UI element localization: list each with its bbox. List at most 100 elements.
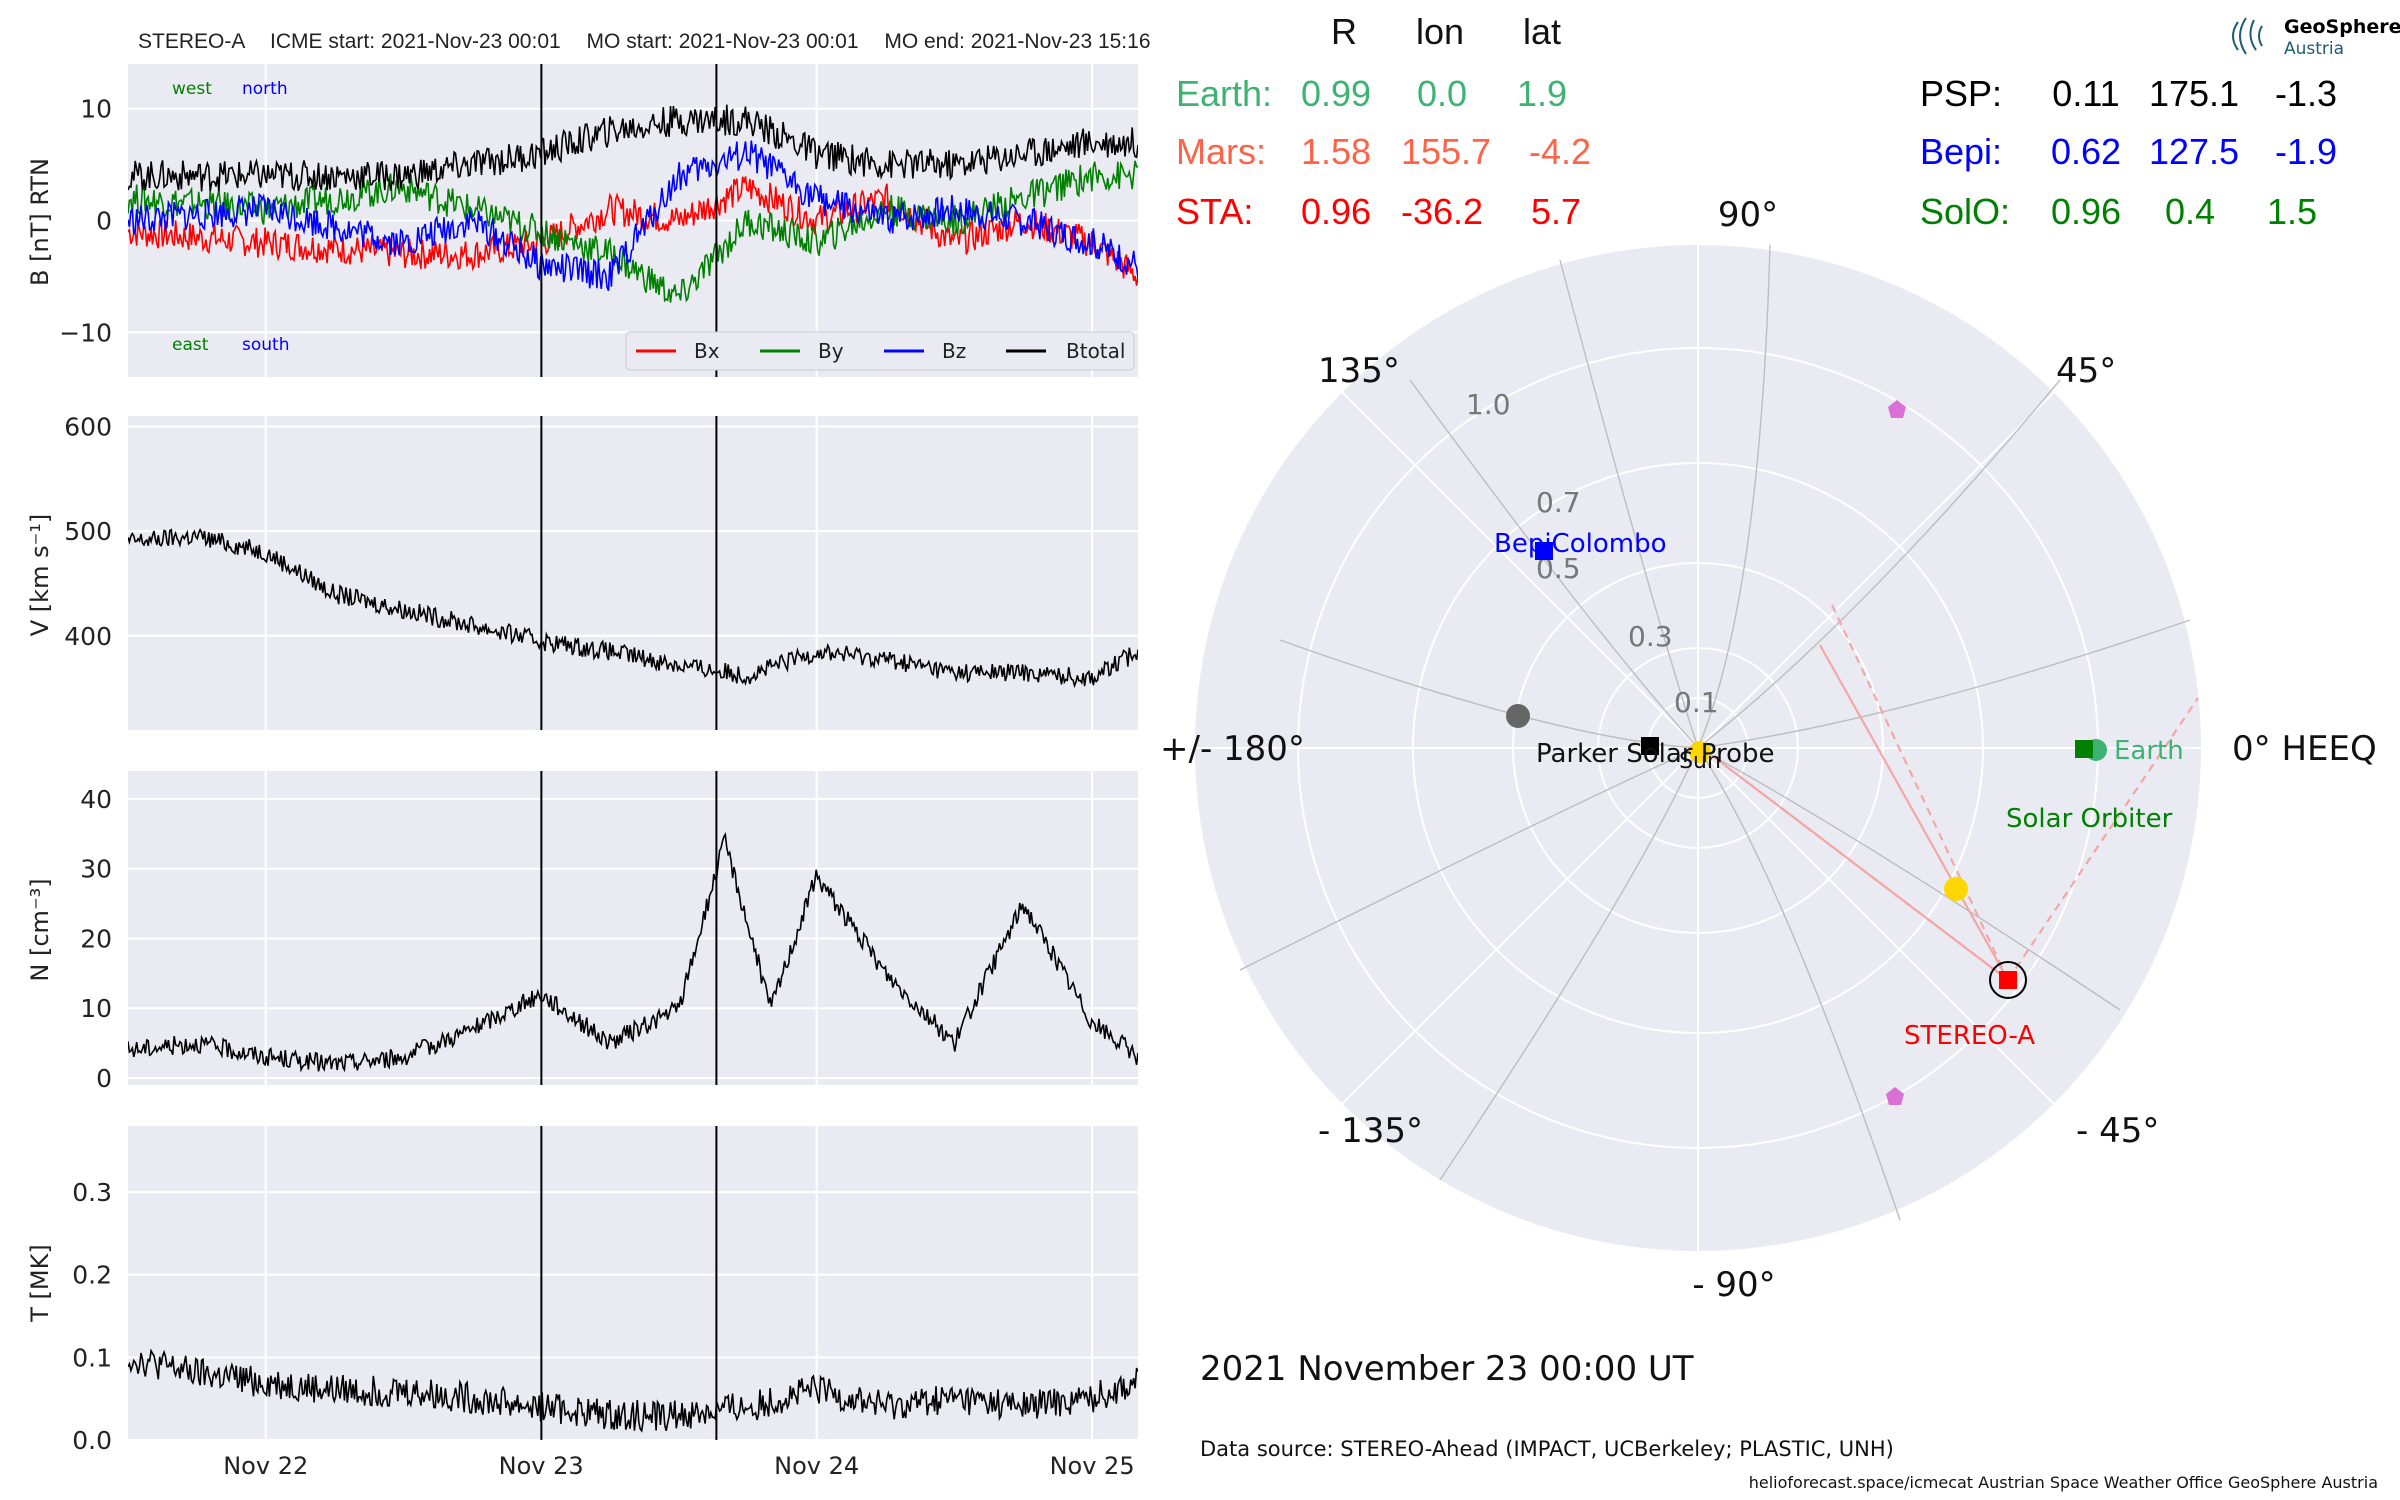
ytick-label-panel0: −10 xyxy=(59,318,112,347)
angle-label-45: 45° xyxy=(2056,351,2116,391)
row-psp-lat: -1.3 xyxy=(2275,73,2337,114)
row-earth-r: 0.99 xyxy=(1301,73,1371,114)
ytick-label-panel2: 0 xyxy=(96,1064,112,1093)
row-sta-lat: 5.7 xyxy=(1531,191,1581,232)
v-axis-label: V [km s⁻¹] xyxy=(26,514,54,636)
parker-solar-probe-marker xyxy=(1641,737,1659,755)
series-line-panel0-By xyxy=(128,160,1138,303)
row-sta-lon: -36.2 xyxy=(1401,191,1483,232)
ytick-label-panel0: 0 xyxy=(96,207,112,236)
row-mars-r: 1.58 xyxy=(1301,131,1371,172)
earth-label: Earth xyxy=(2114,736,2184,766)
mo-end-label: MO end: 2021-Nov-23 15:16 xyxy=(884,30,1150,53)
ytick-label-panel3: 0.0 xyxy=(72,1426,112,1455)
ytick-label-panel3: 0.2 xyxy=(72,1261,112,1290)
bepicolombo-marker xyxy=(1535,542,1553,560)
angle-label-minus90: - 90° xyxy=(1692,1265,1775,1305)
series-line-panel0-Bx xyxy=(128,176,1138,286)
series-line-panel0-Btotal xyxy=(128,104,1138,192)
polar-position-plot: 90° 45° 0° HEEQ - 45° - 90° - 135° +/- 1… xyxy=(1160,195,2377,1305)
west-label: west xyxy=(172,79,212,99)
header-lon: lon xyxy=(1416,11,1464,52)
pink-marker-upper xyxy=(1888,400,1906,418)
row-psp-label: PSP: xyxy=(1920,73,2002,114)
ytick-label-panel2: 20 xyxy=(80,924,112,953)
angle-label-90: 90° xyxy=(1718,195,1778,235)
legend-btotal: Btotal xyxy=(1066,339,1125,363)
row-bepi-label: Bepi: xyxy=(1920,131,2002,172)
radial-grid xyxy=(1195,245,2201,1251)
xtick-label: Nov 23 xyxy=(499,1452,584,1480)
geosphere-logo: GeoSphere Austria xyxy=(2232,16,2400,59)
row-psp-r: 0.11 xyxy=(2052,73,2119,114)
north-label: north xyxy=(242,79,288,99)
footer-credits: helioforecast.space/icmecat Austrian Spa… xyxy=(1749,1473,2378,1492)
row-earth-lon: 0.0 xyxy=(1417,73,1467,114)
ytick-label-panel2: 30 xyxy=(80,855,112,884)
radial-label-0-1: 0.1 xyxy=(1674,686,1719,719)
series-line-panel0-Bz xyxy=(128,140,1138,291)
angle-label-0: 0° HEEQ xyxy=(2232,729,2377,769)
radial-label-0-3: 0.3 xyxy=(1628,620,1673,653)
stereo-a-label: STEREO-A xyxy=(1904,1021,2035,1051)
row-solo-lat: 1.5 xyxy=(2267,191,2317,232)
ytick-label-panel1: 500 xyxy=(64,517,112,546)
row-bepi-r: 0.62 xyxy=(2051,131,2121,172)
east-label: east xyxy=(172,335,209,355)
row-earth-label: Earth: xyxy=(1176,73,1272,114)
row-earth-lat: 1.9 xyxy=(1517,73,1567,114)
row-mars-lon: 155.7 xyxy=(1401,131,1491,172)
sun-marker xyxy=(1689,741,1711,763)
solar-orbiter-label: Solar Orbiter xyxy=(2006,804,2173,834)
n-axis-label: N [cm⁻³] xyxy=(26,878,54,981)
sun-label: Sun xyxy=(1679,749,1721,774)
ytick-label-panel2: 40 xyxy=(80,785,112,814)
row-sta-label: STA: xyxy=(1176,191,1253,232)
xtick-label: Nov 25 xyxy=(1050,1452,1135,1480)
b-legend: Bx By Bz Btotal xyxy=(625,331,1135,371)
stereo-a-ring xyxy=(1989,961,2027,999)
b-axis-label: B [nT] RTN xyxy=(26,158,54,286)
ytick-label-panel0: 10 xyxy=(80,95,112,124)
ytick-label-panel2: 10 xyxy=(80,994,112,1023)
logo-line1: GeoSphere xyxy=(2284,16,2400,38)
logo-line2: Austria xyxy=(2284,39,2344,59)
parker-spirals xyxy=(1239,244,2191,1221)
mars-marker xyxy=(1506,704,1530,728)
series-line-panel3-data xyxy=(128,1348,1138,1433)
date-label: 2021 November 23 00:00 UT xyxy=(1200,1349,1694,1389)
ytick-label-panel3: 0.3 xyxy=(72,1178,112,1207)
positions-table: R lon lat Earth: 0.99 0.0 1.9 Mars: 1.58… xyxy=(1176,11,2337,232)
row-solo-label: SolO: xyxy=(1920,191,2010,232)
row-bepi-lon: 127.5 xyxy=(2149,131,2239,172)
mo-start-label: MO start: 2021-Nov-23 00:01 xyxy=(587,30,859,53)
radial-label-1-0: 1.0 xyxy=(1466,388,1511,421)
row-psp-lon: 175.1 xyxy=(2149,73,2239,114)
header-r: R xyxy=(1331,11,1357,52)
svg-text:STEREO-A ICME start: 2021-: STEREO-A ICME start: 2021-Nov-23 00:01 M… xyxy=(138,30,1151,53)
radial-label-0-7: 0.7 xyxy=(1536,486,1581,519)
row-sta-r: 0.96 xyxy=(1301,191,1371,232)
yellow-marker xyxy=(1944,877,1968,901)
header-lat: lat xyxy=(1523,11,1561,52)
speed-panel xyxy=(128,416,1138,730)
geosphere-logo-icon xyxy=(2232,17,2263,55)
angle-label-180: +/- 180° xyxy=(1160,729,1305,769)
ytick-label-panel1: 600 xyxy=(64,412,112,441)
series-line-panel2-data xyxy=(128,831,1138,1073)
row-solo-r: 0.96 xyxy=(2051,191,2121,232)
legend-by: By xyxy=(818,339,844,363)
legend-bz: Bz xyxy=(942,339,966,363)
angle-label-minus135: - 135° xyxy=(1318,1111,1423,1151)
ytick-label-panel3: 0.1 xyxy=(72,1343,112,1372)
stereo-a-marker xyxy=(1999,971,2017,989)
bepicolombo-label: BepiColombo xyxy=(1494,529,1667,559)
row-bepi-lat: -1.9 xyxy=(2275,131,2337,172)
spacecraft-title: STEREO-A xyxy=(138,30,245,53)
row-solo-lon: 0.4 xyxy=(2165,191,2215,232)
t-axis-label: T [MK] xyxy=(26,1244,54,1322)
parker-solar-probe-label: Parker Solar Probe xyxy=(1536,739,1774,769)
ytick-label-panel1: 400 xyxy=(64,622,112,651)
data-source-label: Data source: STEREO-Ahead (IMPACT, UCBer… xyxy=(1200,1437,1894,1461)
